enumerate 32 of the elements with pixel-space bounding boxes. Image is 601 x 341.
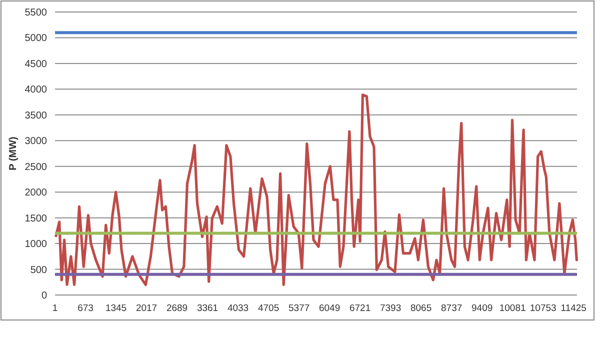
x-tick-label: 2017 — [136, 303, 158, 314]
x-tick-label: 7393 — [380, 303, 402, 314]
y-tick-label: 0 — [41, 290, 48, 302]
y-tick-label: 2500 — [24, 162, 48, 173]
x-tick-label: 2689 — [166, 303, 188, 314]
y-axis-title: P (MW) — [8, 136, 19, 170]
x-tick-label: 4033 — [227, 303, 249, 314]
x-tick-label: 8737 — [441, 303, 462, 314]
x-tick-label: 9409 — [472, 303, 493, 314]
x-tick-label: 10081 — [499, 303, 526, 314]
x-tick-label: 11425 — [560, 303, 586, 314]
x-tick-label: 5377 — [288, 303, 310, 314]
line-series — [54, 94, 578, 286]
y-tick-label: 2000 — [24, 188, 48, 199]
x-tick-label: 10753 — [530, 303, 556, 314]
x-tick-label: 8065 — [410, 303, 432, 314]
x-tick-label: 6049 — [318, 303, 340, 314]
y-tick-label: 1000 — [24, 239, 48, 250]
y-tick-label: 1500 — [24, 213, 48, 224]
x-tick-label: 1345 — [105, 303, 127, 314]
x-tick-label: 4705 — [258, 303, 280, 314]
y-tick-label: 4000 — [24, 84, 48, 96]
y-tick-label: 4500 — [24, 58, 48, 70]
y-tick-label: 5500 — [24, 8, 48, 18]
y-tick-label: 5000 — [24, 33, 48, 44]
y-tick-label: 500 — [30, 264, 48, 276]
x-tick-label: 1 — [52, 303, 58, 314]
y-tick-label: 3500 — [24, 110, 48, 122]
y-tick-label: 3000 — [24, 136, 48, 148]
x-tick-label: 3361 — [196, 303, 218, 314]
x-tick-label: 673 — [78, 303, 94, 314]
x-tick-label: 6721 — [349, 303, 371, 314]
